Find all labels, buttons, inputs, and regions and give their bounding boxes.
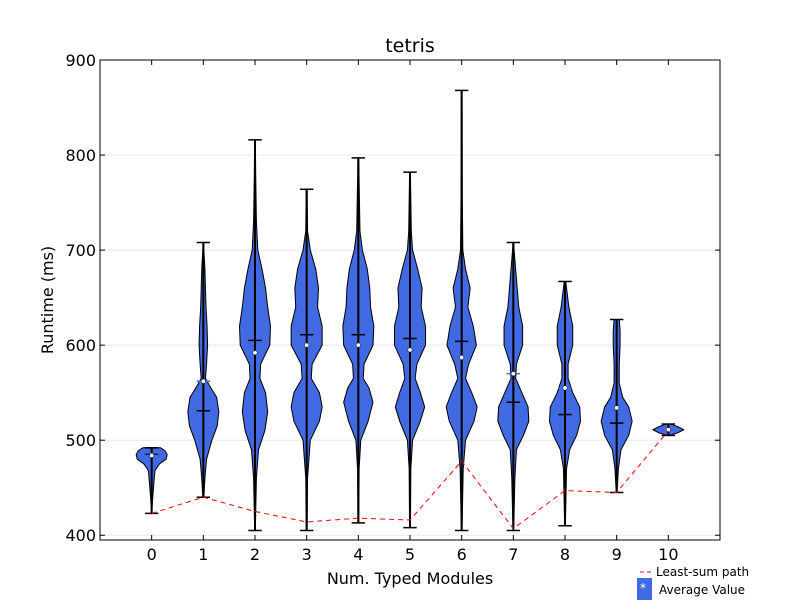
x-tick-label-9: 9 bbox=[612, 545, 622, 564]
least-sum-path-layer bbox=[151, 430, 669, 530]
violin-mean-marker-7 bbox=[510, 371, 516, 377]
legend-star-icon: * bbox=[640, 581, 646, 595]
least-sum-path-line bbox=[151, 430, 669, 530]
violin-mean-marker-5 bbox=[407, 347, 413, 353]
x-tick-label-10: 10 bbox=[658, 545, 678, 564]
legend-average-swatch bbox=[637, 578, 652, 600]
y-tick-label-700: 700 bbox=[65, 241, 96, 260]
legend-label-least-sum-path: Least-sum path bbox=[656, 565, 749, 579]
chart-title: tetris bbox=[385, 35, 435, 57]
violin-mean-marker-6 bbox=[459, 355, 465, 360]
x-tick-label-1: 1 bbox=[198, 545, 208, 564]
violins bbox=[135, 89, 685, 532]
y-tick-label-900: 900 bbox=[65, 51, 96, 70]
y-tick-label-800: 800 bbox=[65, 146, 96, 165]
violin-mean-marker-9 bbox=[614, 405, 620, 411]
violin-mean-marker-2 bbox=[252, 350, 258, 356]
x-tick-label-8: 8 bbox=[560, 545, 570, 564]
violin-mean-marker-10 bbox=[665, 427, 671, 433]
violin-mean-marker-1 bbox=[200, 378, 206, 384]
y-axis-label: Runtime (ms) bbox=[38, 246, 57, 354]
x-tick-label-7: 7 bbox=[508, 545, 518, 564]
x-tick-label-4: 4 bbox=[353, 545, 363, 564]
x-axis-label: Num. Typed Modules bbox=[327, 569, 493, 588]
violin-mean-marker-0 bbox=[149, 452, 155, 458]
y-tick-label-500: 500 bbox=[65, 431, 96, 450]
x-tick-label-2: 2 bbox=[250, 545, 260, 564]
violin-mean-marker-4 bbox=[355, 342, 361, 348]
legend: Least-sum path * Average Value bbox=[637, 565, 749, 600]
ticks: 400 500 600 700 800 900 0 1 2 3 4 5 6 7 8 9 10 bbox=[65, 51, 720, 564]
y-tick-label-400: 400 bbox=[65, 526, 96, 545]
x-tick-label-0: 0 bbox=[147, 545, 157, 564]
violin-mean-marker-3 bbox=[304, 342, 310, 348]
violin-mean-marker-8 bbox=[562, 385, 568, 391]
x-tick-label-6: 6 bbox=[457, 545, 467, 564]
y-tick-label-600: 600 bbox=[65, 336, 96, 355]
x-tick-label-3: 3 bbox=[302, 545, 312, 564]
legend-label-average-value: Average Value bbox=[659, 583, 745, 597]
x-tick-label-5: 5 bbox=[405, 545, 415, 564]
